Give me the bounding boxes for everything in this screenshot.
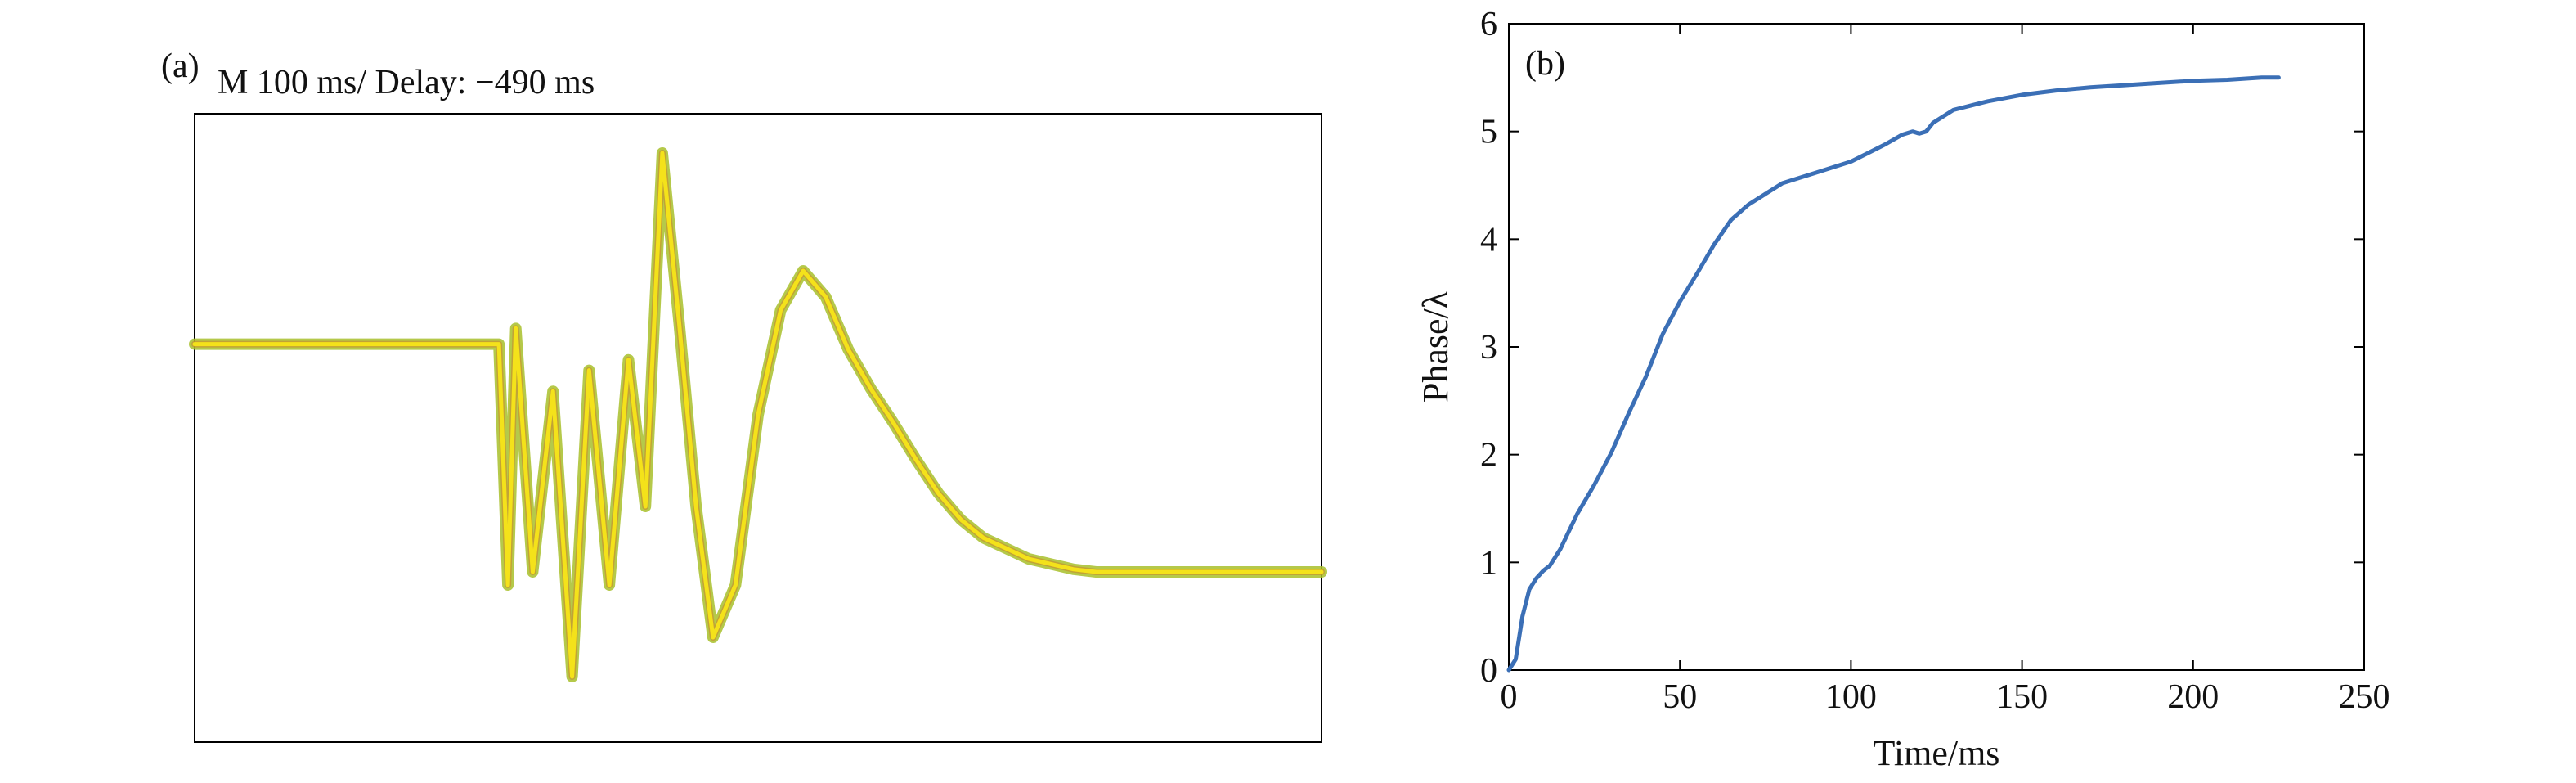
panel-a-label: (a) — [161, 47, 200, 85]
y-tick-label: 4 — [1480, 221, 1497, 259]
y-tick-label: 5 — [1480, 114, 1497, 151]
panel-b: (b) 0 50 100 150 200 250 0 1 2 3 4 5 6 Time/ms Phase… — [1416, 6, 2390, 773]
panel-b-xlabel: Time/ms — [1874, 733, 2000, 773]
y-tick-label: 1 — [1480, 544, 1497, 582]
y-tick-label: 2 — [1480, 437, 1497, 475]
panel-b-label: (b) — [1525, 45, 1565, 83]
panel-b-ylabel: Phase/λ — [1416, 290, 1456, 403]
trace-core — [192, 151, 1324, 679]
panel-b-ticks: 0 50 100 150 200 250 0 1 2 3 4 5 6 — [1480, 6, 2390, 716]
panel-a: (a) M 100 ms/ Delay: −490 ms — [161, 47, 1327, 743]
y-tick-label: 3 — [1480, 329, 1497, 367]
panel-a-trace — [189, 147, 1327, 682]
y-tick-label: 6 — [1480, 6, 1497, 43]
x-tick-label: 150 — [1996, 678, 2048, 716]
y-tick-label: 0 — [1480, 652, 1497, 690]
panel-a-title: M 100 ms/ Delay: −490 ms — [218, 64, 595, 101]
panel-b-line-group — [1506, 75, 2281, 673]
phase-line — [1506, 75, 2281, 673]
x-tick-label: 100 — [1825, 678, 1877, 716]
x-tick-label: 200 — [2167, 678, 2219, 716]
x-tick-label: 0 — [1501, 678, 1518, 716]
x-tick-label: 250 — [2339, 678, 2390, 716]
x-tick-label: 50 — [1663, 678, 1697, 716]
